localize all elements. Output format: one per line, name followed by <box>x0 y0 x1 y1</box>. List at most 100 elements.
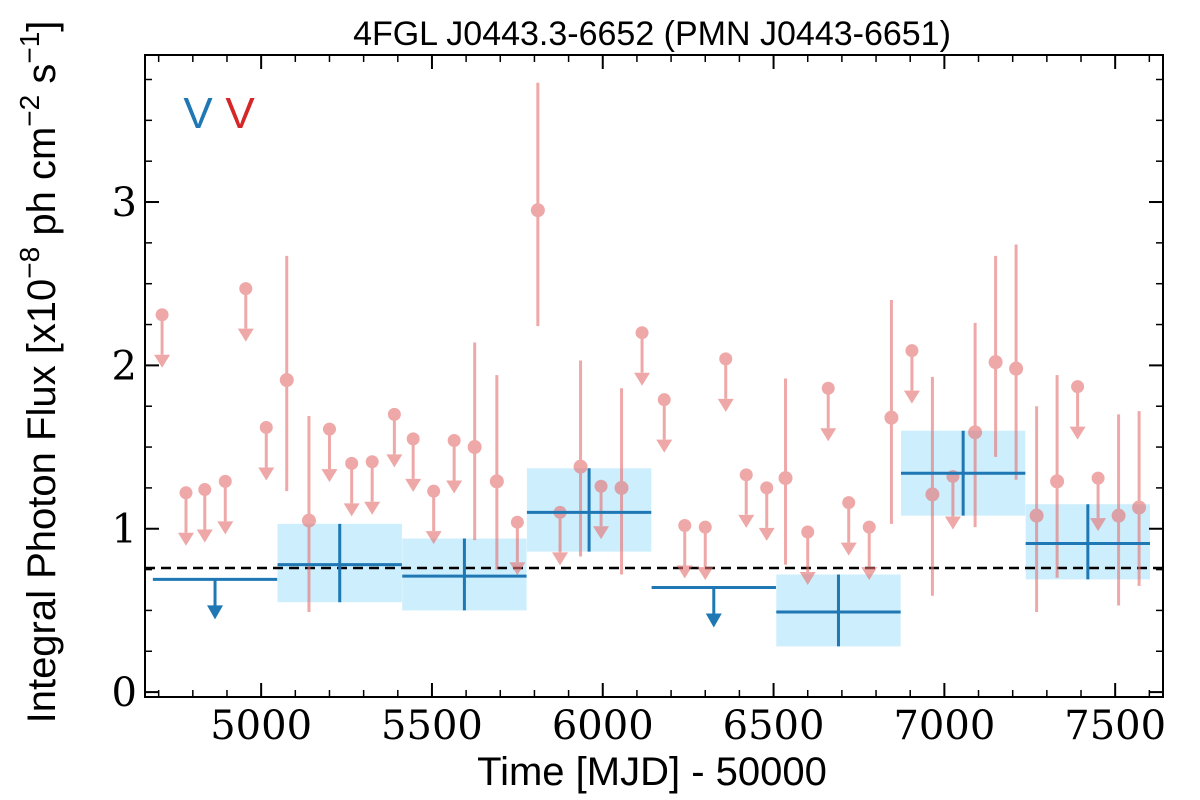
monthly-limit-marker <box>678 518 692 532</box>
monthly-limit-arrow <box>820 428 837 442</box>
monthly-limit-marker <box>657 393 671 407</box>
monthly-marker <box>530 203 545 218</box>
monthly-limit-marker <box>1091 471 1105 485</box>
monthly-limit-arrow <box>405 478 422 492</box>
monthly-limit-arrow <box>258 467 275 481</box>
monthly-limit-marker <box>801 525 815 539</box>
monthly-upper-limit <box>364 455 381 515</box>
y-axis-label: Integral Photon Flux [x10−8 ph cm−2 s−1] <box>14 21 64 724</box>
monthly-upper-limit <box>425 484 442 545</box>
legend-item-monthly: V <box>225 89 255 138</box>
monthly-limit-arrow <box>364 501 381 515</box>
y-tick-label: 0 <box>112 670 137 716</box>
monthly-marker <box>1029 508 1044 523</box>
monthly-limit-marker <box>905 344 919 358</box>
monthly-marker <box>573 459 588 474</box>
monthly-upper-limit <box>196 483 213 543</box>
monthly-marker <box>614 480 629 495</box>
monthly-point <box>530 82 545 327</box>
monthly-upper-limit <box>237 282 254 342</box>
monthly-limit-arrow <box>177 532 194 546</box>
monthly-point <box>489 375 504 570</box>
monthly-limit-arrow <box>634 372 651 386</box>
yearly-point <box>900 430 1026 516</box>
monthly-limit-marker <box>594 479 608 493</box>
y-axis-label-mid: ph cm <box>20 127 64 247</box>
monthly-limit-marker <box>447 434 461 448</box>
monthly-point <box>884 300 899 524</box>
monthly-upper-limit <box>217 474 234 535</box>
monthly-point <box>988 255 1003 457</box>
monthly-limit-marker <box>760 481 774 495</box>
monthly-limit-arrow <box>656 439 673 453</box>
monthly-upper-limit <box>386 407 403 468</box>
yearly-point <box>1025 504 1151 580</box>
monthly-limit-marker <box>698 520 712 534</box>
monthly-limit-arrow <box>1069 426 1086 440</box>
monthly-limit-arrow <box>944 516 961 530</box>
plot-frame <box>144 54 1164 698</box>
monthly-upper-limit <box>509 515 526 576</box>
monthly-point <box>279 255 294 492</box>
monthly-point <box>925 376 940 596</box>
yearly-upper-limit <box>152 577 278 620</box>
monthly-upper-limit <box>820 381 837 442</box>
monthly-limit-marker <box>739 468 753 482</box>
y-axis-label-exp3: −1 <box>14 32 45 64</box>
monthly-limit-arrow <box>758 527 775 541</box>
monthly-upper-limit <box>1069 380 1086 440</box>
yearly-upper-limit <box>651 586 776 628</box>
legend-item-yearly: V <box>183 89 213 138</box>
y-axis-label-close: ] <box>20 21 64 32</box>
monthly-marker <box>988 355 1003 370</box>
monthly-limit-marker <box>635 326 649 340</box>
monthly-limit-arrow <box>799 572 816 586</box>
monthly-limit-marker <box>387 407 401 421</box>
yearly-limit-arrow <box>207 605 224 620</box>
x-tick-label: 7500 <box>1064 703 1166 749</box>
monthly-point <box>1029 406 1044 613</box>
monthly-point <box>301 416 316 613</box>
monthly-limit-arrow <box>697 567 714 581</box>
monthly-limit-marker <box>322 422 336 436</box>
yearly-limit-arrow <box>705 613 722 628</box>
x-axis-label: Time [MJD] - 50000 <box>477 750 827 794</box>
monthly-marker <box>1111 508 1126 523</box>
y-axis-label-main: Integral Photon Flux [x10 <box>20 279 64 724</box>
y-axis-label-exp1: −8 <box>14 247 45 279</box>
monthly-limit-marker <box>218 474 232 488</box>
monthly-limit-marker <box>198 483 212 497</box>
monthly-point <box>614 388 629 575</box>
monthly-limit-arrow <box>321 469 338 483</box>
monthly-limit-arrow <box>593 526 610 540</box>
monthly-limit-arrow <box>386 454 403 468</box>
monthly-upper-limit <box>861 520 878 581</box>
monthly-point <box>1132 411 1147 586</box>
y-tick-label: 1 <box>112 507 137 553</box>
monthly-limit-arrow <box>1090 518 1107 532</box>
monthly-limit-marker <box>259 420 273 434</box>
monthly-limit-arrow <box>717 398 734 412</box>
monthly-marker <box>279 373 294 388</box>
monthly-upper-limit <box>758 481 775 541</box>
monthly-upper-limit <box>697 520 714 581</box>
monthly-upper-limit <box>903 344 920 404</box>
monthly-limit-arrow <box>154 354 171 368</box>
monthly-point <box>467 342 482 541</box>
monthly-limit-arrow <box>446 480 463 494</box>
monthly-point <box>573 360 588 557</box>
monthly-point <box>1111 414 1126 606</box>
x-tick-label: 5500 <box>381 703 483 749</box>
monthly-upper-limit <box>634 326 651 386</box>
monthly-limit-marker <box>821 381 835 395</box>
y-tick-label: 2 <box>112 343 137 389</box>
monthly-point <box>968 322 983 528</box>
monthly-upper-limit <box>717 352 734 412</box>
monthly-limit-marker <box>406 432 420 446</box>
monthly-upper-limit <box>552 505 569 566</box>
yearly-series <box>152 430 1151 647</box>
monthly-upper-limit <box>177 486 194 546</box>
x-tick-label: 6500 <box>723 703 825 749</box>
monthly-marker <box>301 513 316 528</box>
